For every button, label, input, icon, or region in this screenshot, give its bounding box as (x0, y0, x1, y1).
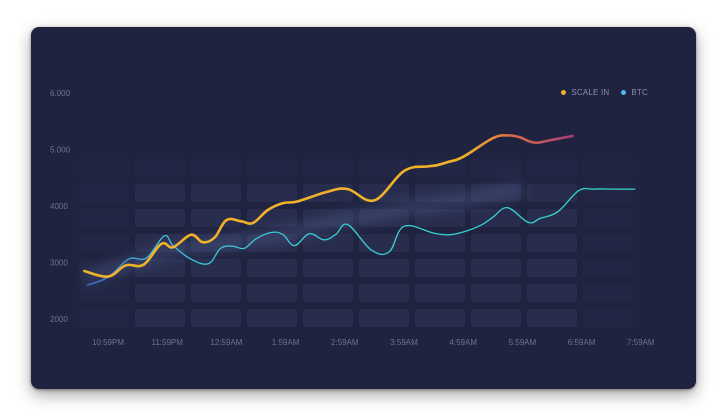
background-tile (415, 234, 465, 252)
x-tick-label: 3:59AM (390, 338, 418, 347)
legend-label-btc: BTC (631, 88, 648, 97)
background-tile (415, 159, 465, 177)
x-tick-label: 7:59AM (627, 338, 655, 347)
background-tile (359, 159, 409, 177)
y-tick-label: 2000 (50, 315, 68, 324)
background-tile (191, 259, 241, 277)
background-tile (527, 209, 577, 227)
background-tile (359, 234, 409, 252)
background-tile (135, 284, 185, 302)
x-tick-label: 10:59PM (92, 338, 124, 347)
scale-in-dot-icon (561, 90, 567, 95)
background-tile (191, 159, 241, 177)
background-tile (583, 184, 633, 202)
background-tile (583, 209, 633, 227)
background-tile (303, 284, 353, 302)
x-tick-label: 1:59AM (272, 338, 300, 347)
background-tile (247, 309, 297, 327)
background-tile (527, 159, 577, 177)
series-lines (83, 134, 636, 286)
background-tile (359, 259, 409, 277)
legend: SCALE IN BTC (561, 88, 648, 97)
background-tile (303, 259, 353, 277)
background-tile (135, 184, 185, 202)
x-tick-label: 6:59AM (568, 338, 596, 347)
background-tile (471, 234, 521, 252)
background-tile (471, 284, 521, 302)
background-tile (471, 309, 521, 327)
background-tile (79, 284, 129, 302)
legend-item-scale-in[interactable]: SCALE IN (561, 88, 609, 97)
background-tile (79, 309, 129, 327)
background-tile (303, 234, 353, 252)
x-tick-label: 11:59PM (151, 338, 183, 347)
background-tile (415, 209, 465, 227)
background-tile (527, 284, 577, 302)
background-tile (471, 259, 521, 277)
background-tile (79, 234, 129, 252)
background-tile (415, 284, 465, 302)
background-tile (583, 159, 633, 177)
y-tick-label: 6.000 (50, 89, 71, 98)
background-tile (247, 284, 297, 302)
background-tile (79, 184, 129, 202)
background-tile (359, 309, 409, 327)
background-tile (135, 209, 185, 227)
x-tick-label: 2:59AM (331, 338, 359, 347)
background-tile (135, 309, 185, 327)
y-axis-ticks: 6.000 5.000 4000 3000 2000 (50, 89, 71, 324)
y-tick-label: 4000 (50, 202, 68, 211)
series-line-scale-in (83, 134, 574, 278)
background-tile (191, 209, 241, 227)
x-tick-label: 12:59AM (210, 338, 242, 347)
background-tile (527, 259, 577, 277)
background-tile (583, 309, 633, 327)
background-tile (247, 259, 297, 277)
background-tile (79, 159, 129, 177)
background-tile (415, 309, 465, 327)
background-tile (527, 184, 577, 202)
background-tile (527, 309, 577, 327)
y-tick-label: 5.000 (50, 146, 71, 155)
background-tile (303, 184, 353, 202)
background-tile (191, 309, 241, 327)
x-axis-ticks: 10:59PM 11:59PM 12:59AM 1:59AM 2:59AM 3:59AM 4… (92, 338, 655, 347)
background-tile (471, 209, 521, 227)
btc-dot-icon (621, 90, 627, 95)
background-tile (527, 234, 577, 252)
legend-item-btc[interactable]: BTC (621, 88, 648, 97)
background-tile (247, 209, 297, 227)
line-chart: 6.000 5.000 4000 3000 2000 10:59PM 11:59PM 12:… (50, 89, 655, 347)
background-tile (471, 159, 521, 177)
background-tile (303, 159, 353, 177)
background-tile (79, 209, 129, 227)
series-line-btc (86, 187, 636, 286)
background-tile (191, 284, 241, 302)
background-tile (583, 259, 633, 277)
background-tile-grid (79, 159, 633, 327)
background-tile (247, 159, 297, 177)
background-tile (135, 159, 185, 177)
background-tile (583, 234, 633, 252)
chart-card: 6.000 5.000 4000 3000 2000 10:59PM 11:59PM 12:… (31, 27, 696, 389)
background-tile (583, 284, 633, 302)
x-tick-label: 4:59AM (449, 338, 477, 347)
background-tile (247, 184, 297, 202)
background-tile (415, 259, 465, 277)
y-tick-label: 3000 (50, 259, 68, 268)
legend-label-scale-in: SCALE IN (571, 88, 610, 97)
background-tile (191, 184, 241, 202)
background-tile (303, 309, 353, 327)
background-tile (359, 284, 409, 302)
x-tick-label: 5:59AM (509, 338, 537, 347)
